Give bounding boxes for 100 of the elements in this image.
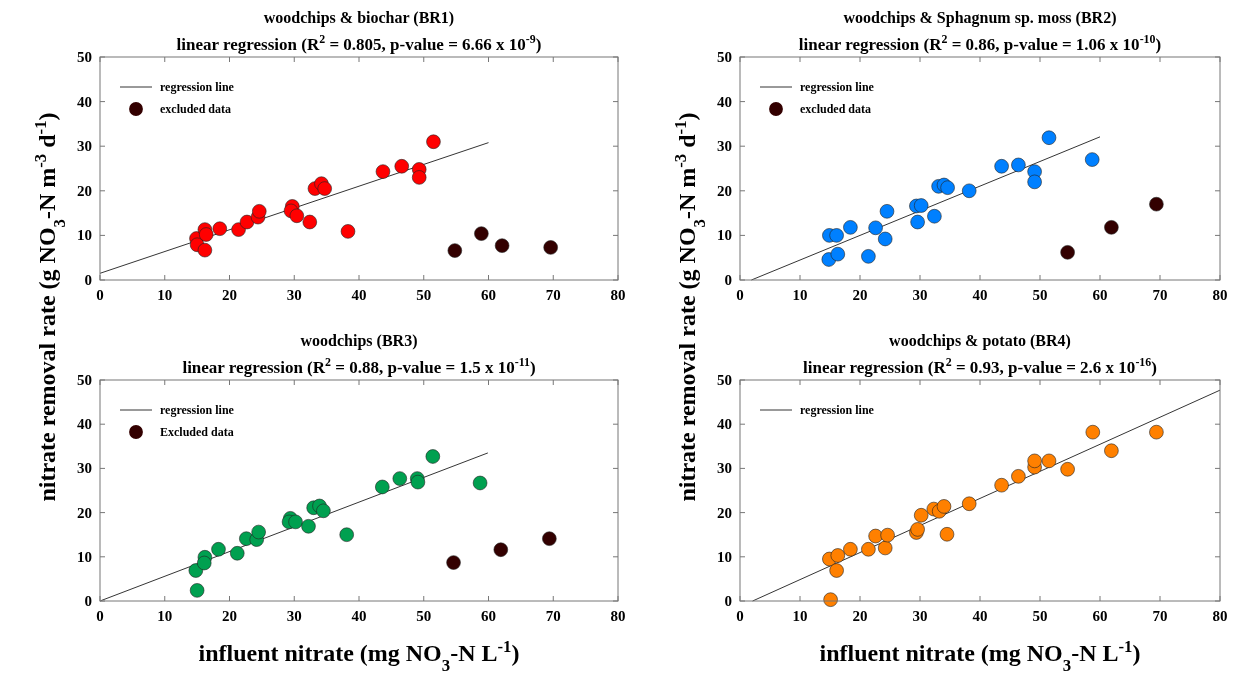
point <box>823 592 838 607</box>
point <box>1149 424 1164 440</box>
point <box>197 242 213 258</box>
point <box>1041 130 1057 145</box>
point <box>474 226 489 241</box>
legend-label: regression line <box>800 80 875 94</box>
point <box>302 214 317 230</box>
y-tick-label: 20 <box>77 504 92 521</box>
x-tick-label: 60 <box>481 608 496 624</box>
x-tick-label: 20 <box>222 608 237 624</box>
chart-title: woodchips (BR3) <box>300 332 418 350</box>
chart-subtitle: linear regression (R$^{2}$ = 0.86, p-value = 1.06 x 10$^{-10}$) <box>798 32 1162 54</box>
point <box>543 240 558 255</box>
x-tick-label: 80 <box>610 287 626 303</box>
point <box>1041 453 1057 469</box>
y-tick-label: 20 <box>717 182 732 199</box>
point <box>940 180 955 195</box>
point <box>410 474 426 490</box>
point <box>472 475 488 491</box>
point <box>425 449 441 464</box>
y-tick-label: 20 <box>77 182 92 199</box>
chart-title: woodchips & biochar (BR1) <box>263 9 455 27</box>
x-tick-label: 30 <box>286 287 302 303</box>
y-tick-label: 30 <box>77 138 92 155</box>
x-tick-label: 20 <box>852 608 868 624</box>
point <box>868 220 883 236</box>
y-tick-label: 0 <box>84 272 92 288</box>
chart-title: woodchips & potato (BR4) <box>889 332 1071 350</box>
y-tick-label: 50 <box>717 49 732 65</box>
x-tick-label: 80 <box>1212 608 1228 624</box>
point <box>447 243 463 258</box>
x-tick-label: 40 <box>972 287 988 303</box>
point <box>198 227 214 242</box>
x-tick-label: 70 <box>1152 608 1168 624</box>
point <box>830 246 846 262</box>
legend-label: excluded data <box>160 102 232 116</box>
x-tick-label: 10 <box>792 608 808 624</box>
y-tick-label: 30 <box>717 138 732 155</box>
point <box>829 228 844 243</box>
point <box>843 542 858 557</box>
point <box>829 563 844 578</box>
x-tick-label: 30 <box>286 608 302 624</box>
y-tick-label: 10 <box>717 548 732 565</box>
point <box>1085 424 1101 440</box>
x-tick-label: 40 <box>972 608 988 624</box>
x-tick-label: 50 <box>416 608 432 624</box>
x-tick-label: 80 <box>610 608 626 624</box>
point <box>317 181 332 196</box>
point <box>211 542 226 557</box>
y-tick-label: 50 <box>77 372 92 388</box>
point <box>375 164 391 179</box>
y-tick-label: 0 <box>84 593 92 609</box>
point <box>316 503 331 519</box>
y-tick-label: 10 <box>77 548 92 565</box>
y-tick-label: 0 <box>724 593 732 609</box>
x-tick-label: 0 <box>96 608 104 624</box>
point <box>212 221 227 236</box>
x-tick-label: 0 <box>736 608 744 624</box>
chart-title: woodchips & Sphagnum sp. moss (BR2) <box>843 9 1117 27</box>
point <box>877 231 893 247</box>
point <box>412 170 427 185</box>
point <box>239 214 255 230</box>
point <box>880 527 895 543</box>
y-tick-label: 30 <box>77 460 92 477</box>
x-tick-label: 10 <box>157 608 173 624</box>
x-tick-label: 70 <box>545 608 561 624</box>
x-tick-label: 10 <box>157 287 173 303</box>
point <box>1011 469 1026 484</box>
point <box>1027 174 1042 190</box>
point <box>927 209 942 224</box>
point <box>493 542 509 557</box>
point <box>910 214 925 230</box>
x-tick-label: 50 <box>416 287 432 303</box>
point <box>1027 453 1042 469</box>
point <box>446 555 461 570</box>
point <box>879 204 895 219</box>
x-tick-label: 0 <box>736 287 744 303</box>
chart-subtitle: linear regression (R$^{2}$ = 0.93, p-value = 2.6 x 10$^{-16}$) <box>803 355 1157 377</box>
point <box>426 134 441 149</box>
point <box>843 220 858 235</box>
point <box>877 540 893 556</box>
y-tick-label: 10 <box>77 227 92 244</box>
point <box>340 224 356 239</box>
x-tick-label: 40 <box>351 287 367 303</box>
point <box>301 519 316 534</box>
x-tick-label: 10 <box>792 287 808 303</box>
legend-label: regression line <box>160 403 235 417</box>
y-tick-label: 30 <box>717 460 732 477</box>
point <box>189 583 205 598</box>
y-tick-label: 20 <box>717 504 732 521</box>
point <box>1104 443 1119 458</box>
point <box>994 159 1009 174</box>
point <box>994 478 1009 493</box>
point <box>1011 157 1026 173</box>
x-tick-label: 50 <box>1032 287 1048 303</box>
point <box>961 496 977 511</box>
y-tick-label: 10 <box>717 227 732 244</box>
x-tick-label: 30 <box>912 287 928 303</box>
point <box>230 546 245 561</box>
point <box>288 514 303 530</box>
